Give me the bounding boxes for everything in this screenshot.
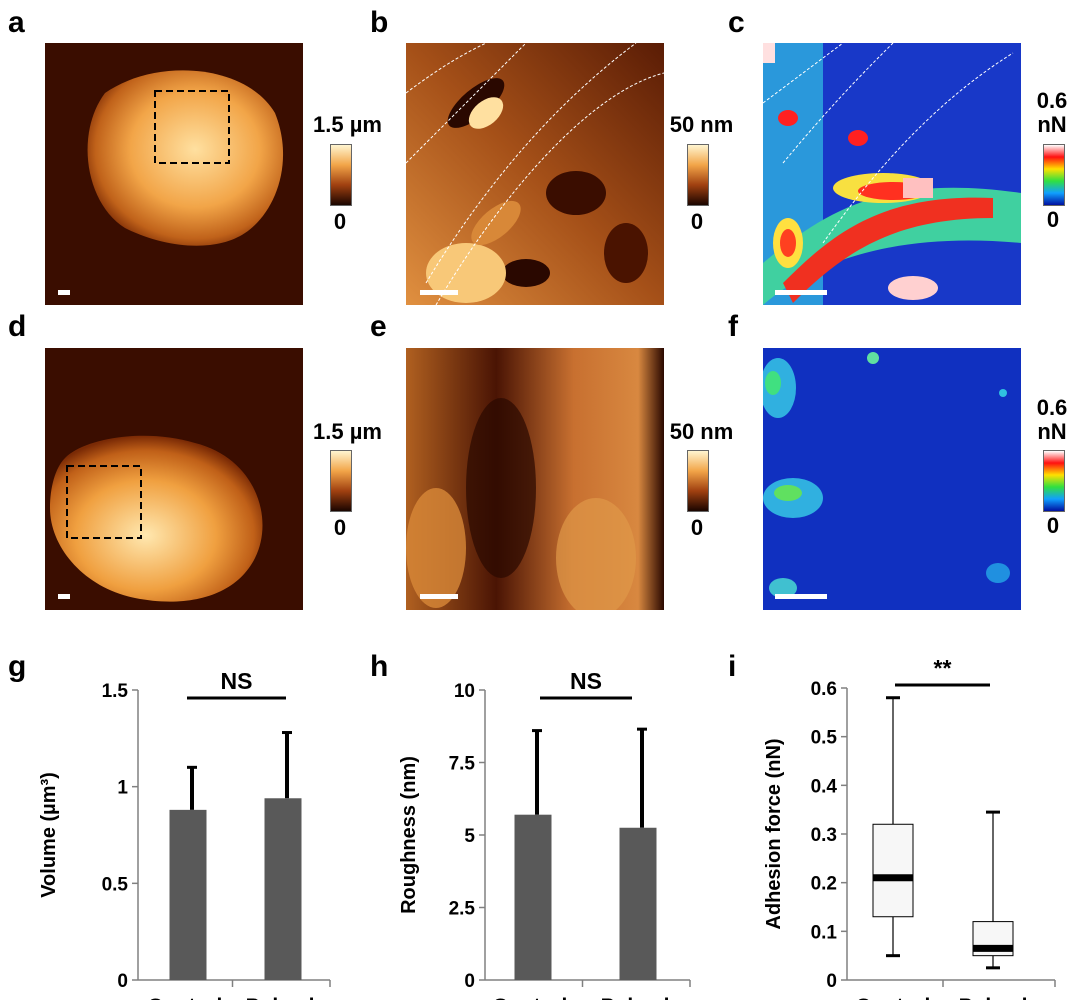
- y-tick-label-g: 0: [117, 971, 128, 992]
- colorbar-c: [1043, 144, 1065, 206]
- x-tick-label-i: Control: [856, 995, 931, 1000]
- afm-height-zoom-image-b-svg: [406, 43, 664, 305]
- roughness-bar-chart: 0 2.5 5 7.5 10 Control Pulsed NS Roughness (nm): [398, 668, 691, 1000]
- colorbar-a: [330, 144, 352, 206]
- afm-height-image-d-svg: [50, 435, 263, 602]
- panel-label-i: i: [728, 650, 737, 683]
- scale-bar-e: [420, 594, 458, 599]
- scale-bar-b: [420, 290, 458, 295]
- y-axis-label-h: Roughness (nm): [398, 756, 420, 914]
- panel-label-h: h: [370, 650, 389, 683]
- colorbar-max-label-c-value: 0.6: [1036, 88, 1068, 113]
- scale-bar-c: [775, 290, 827, 295]
- colorbar-max-label-e: 50 nm: [669, 419, 734, 444]
- y-axis-label-i: Adhesion force (nN): [763, 738, 785, 929]
- x-tick-label-g: Pulsed: [246, 995, 315, 1000]
- zoom-region-box-d: [66, 465, 142, 539]
- colorbar-min-label-e: 0: [690, 515, 704, 540]
- bar-h: [514, 814, 552, 980]
- adhesion-map-f-svg: [763, 352, 1010, 598]
- adhesion-box-plot: 0 0.1 0.2 0.3 0.4 0.5 0.6 Control Pulsed ** Adhesi…: [763, 655, 1056, 1000]
- colorbar-d: [330, 450, 352, 512]
- panel-label-a: a: [8, 6, 25, 39]
- colorbar-min-label-b: 0: [690, 209, 704, 234]
- colorbar-min-label-f: 0: [1046, 513, 1060, 538]
- significance-label-h: NS: [570, 668, 602, 694]
- bar-g: [169, 809, 207, 980]
- afm-height-image-a: [45, 43, 303, 305]
- y-tick-label-h: 5: [464, 826, 475, 847]
- colorbar-max-label-f-value: 0.6: [1036, 395, 1068, 420]
- colorbar-b: [687, 144, 709, 206]
- panel-label-d: d: [8, 310, 27, 343]
- y-tick-label-i: 0.4: [811, 776, 838, 797]
- colorbar-max-label-b: 50 nm: [669, 112, 734, 137]
- adhesion-map-f: [763, 348, 1021, 610]
- y-tick-label-i: 0.2: [811, 874, 837, 895]
- colorbar-min-label-d: 0: [333, 515, 347, 540]
- y-tick-label-g: 1.5: [102, 681, 129, 702]
- y-tick-label-h: 0: [464, 971, 475, 992]
- box-iqr: [872, 823, 914, 918]
- bar-h: [619, 827, 657, 980]
- colorbar-max-label-a: 1.5 µm: [313, 112, 382, 137]
- y-tick-label-g: 1: [117, 778, 128, 799]
- y-tick-label-h: 10: [454, 681, 475, 702]
- colorbar-max-label-f-unit: nN: [1037, 419, 1067, 444]
- adhesion-map-c: [763, 43, 1021, 305]
- panel-label-e: e: [370, 310, 387, 343]
- zoom-region-box-a: [154, 90, 230, 164]
- y-tick-label-h: 7.5: [449, 754, 476, 775]
- colorbar-min-label-a: 0: [333, 209, 347, 234]
- y-tick-label-h: 2.5: [449, 899, 476, 920]
- y-tick-label-i: 0.3: [811, 825, 837, 846]
- afm-height-image-a-svg: [87, 70, 284, 246]
- x-tick-label-i: Pulsed: [959, 995, 1028, 1000]
- afm-height-zoom-image-e: [406, 348, 664, 610]
- significance-label-g: NS: [221, 668, 253, 694]
- y-tick-label-i: 0: [826, 971, 837, 992]
- x-tick-label-g: Control: [148, 995, 223, 1000]
- x-tick-label-h: Pulsed: [601, 995, 670, 1000]
- colorbar-max-label-d: 1.5 µm: [313, 419, 382, 444]
- scale-bar-f: [775, 594, 827, 599]
- panel-label-f: f: [728, 310, 738, 343]
- colorbar-min-label-c: 0: [1046, 207, 1060, 232]
- afm-height-zoom-image-e-svg: [406, 348, 664, 610]
- volume-bar-chart: 0 0.5 1 1.5 Control Pulsed NS Volume (µm³): [38, 668, 331, 1000]
- afm-height-zoom-image-b: [406, 43, 664, 305]
- bar-g: [264, 798, 302, 980]
- scale-bar-d: [58, 594, 70, 599]
- y-tick-label-g: 0.5: [102, 874, 129, 895]
- y-tick-label-i: 0.6: [811, 679, 837, 700]
- scale-bar-a: [58, 290, 70, 295]
- colorbar-e: [687, 450, 709, 512]
- panel-label-c: c: [728, 6, 745, 39]
- y-tick-label-i: 0.1: [811, 922, 838, 943]
- x-tick-label-h: Control: [493, 995, 568, 1000]
- significance-label-i: **: [934, 655, 952, 681]
- y-axis-label-g: Volume (µm³): [38, 772, 60, 898]
- panel-label-b: b: [370, 6, 389, 39]
- afm-height-image-d: [45, 348, 303, 610]
- adhesion-map-c-svg: [763, 43, 1021, 305]
- y-tick-label-i: 0.5: [811, 728, 838, 749]
- colorbar-f: [1043, 450, 1065, 512]
- colorbar-max-label-c-unit: nN: [1037, 112, 1067, 137]
- panel-label-g: g: [8, 650, 27, 683]
